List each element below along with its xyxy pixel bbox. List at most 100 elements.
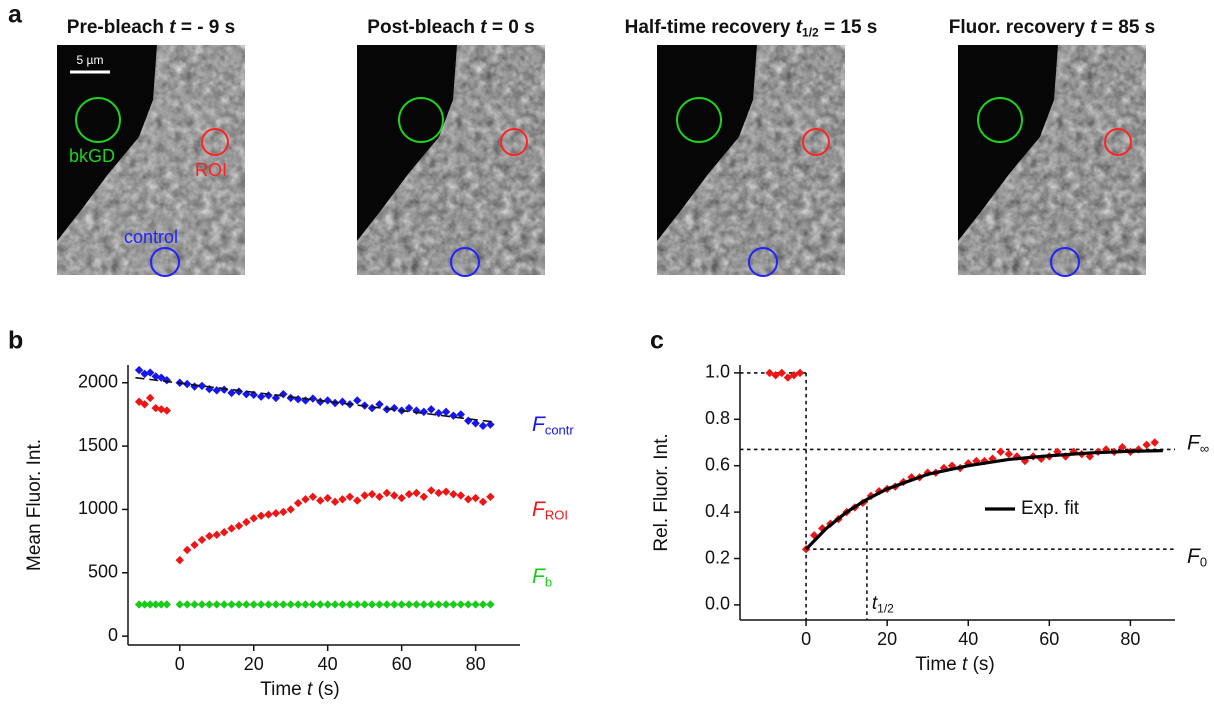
data-point (397, 493, 406, 503)
data-point (162, 600, 172, 609)
data-point (151, 372, 160, 381)
data-point (249, 514, 258, 523)
data-point (419, 492, 429, 501)
data-point (242, 600, 251, 609)
data-point (264, 510, 273, 519)
roi-circle (150, 247, 180, 277)
text-part: 1/2 (802, 26, 819, 40)
y-tick-label: 0.2 (705, 547, 730, 567)
text-part: Half-time recovery (625, 17, 796, 38)
text-part: F (1187, 431, 1201, 454)
roi-circle (748, 247, 778, 277)
series-label: Fcontr (532, 413, 574, 438)
data-point (279, 600, 288, 609)
data-point (404, 403, 414, 413)
annotation: F∞ (1187, 431, 1209, 456)
data-point (964, 459, 973, 468)
data-point (330, 497, 340, 507)
data-point (353, 496, 362, 505)
cell-region (357, 45, 545, 275)
data-point (234, 387, 244, 396)
data-point (789, 371, 799, 380)
data-point (256, 392, 266, 401)
data-point (375, 600, 384, 609)
data-point (996, 447, 1005, 456)
data-point (271, 509, 281, 518)
data-point (190, 382, 199, 391)
data-point (486, 492, 495, 501)
data-point (427, 405, 436, 414)
data-point (404, 600, 414, 609)
x-tick-label: 40 (318, 654, 338, 674)
data-point (397, 600, 406, 609)
data-point (777, 368, 786, 378)
text-part: t (307, 679, 313, 700)
data-point (988, 454, 997, 463)
text-part: = 85 s (1097, 17, 1156, 38)
data-point (227, 388, 236, 398)
data-point (227, 524, 236, 533)
text-part: Post-bleach (367, 17, 480, 38)
roi-circle (802, 128, 830, 156)
data-point (464, 600, 473, 609)
annotation: t1/2 (872, 593, 894, 616)
roi-circle (1104, 128, 1132, 156)
data-point (471, 419, 480, 428)
data-point (419, 407, 429, 417)
data-point (219, 600, 229, 609)
data-point (771, 371, 780, 380)
y-tick-label: 1500 (78, 435, 118, 455)
text-part: t (169, 17, 176, 38)
roi-circle (398, 97, 444, 143)
panel-label: b (8, 327, 23, 355)
y-tick-label: 0.4 (705, 501, 730, 521)
text-part: = 0 s (487, 17, 535, 38)
roi-circle (201, 128, 229, 156)
series-label: FROI (532, 498, 568, 523)
y-axis-label: Mean Fluor. Int. (24, 439, 45, 571)
text-part: F (532, 498, 546, 521)
data-point (308, 394, 318, 403)
panel-label: a (8, 1, 23, 29)
data-point (151, 403, 160, 413)
data-point (464, 416, 473, 425)
data-point (205, 531, 214, 541)
y-tick-label: 2000 (78, 371, 118, 391)
roi-label: ROI (195, 160, 227, 180)
data-point (140, 400, 149, 409)
data-point (227, 600, 236, 609)
data-point (353, 396, 362, 405)
text-part: t (962, 654, 968, 675)
y-axis-label: Rel. Fluor. Int. (651, 433, 672, 551)
micrograph (657, 45, 845, 277)
text-part: t (480, 17, 487, 38)
y-tick-label: 1000 (78, 498, 118, 518)
data-point (140, 600, 149, 609)
data-point (316, 496, 325, 505)
data-point (390, 491, 399, 500)
data-point (471, 493, 480, 503)
data-point (301, 495, 310, 504)
data-point (1004, 449, 1013, 459)
text-part: b (545, 575, 552, 590)
data-point (293, 498, 303, 508)
cell-region (57, 45, 245, 275)
data-point (162, 406, 172, 415)
data-point (427, 486, 436, 495)
data-point (145, 368, 155, 377)
data-point (360, 491, 369, 500)
data-point (345, 600, 355, 609)
data-point (419, 600, 429, 609)
text-part: ROI (545, 508, 568, 523)
data-point (279, 389, 288, 399)
data-point (145, 600, 155, 609)
data-point (293, 395, 303, 404)
data-point (353, 600, 362, 609)
data-point (367, 490, 377, 499)
data-point (323, 600, 332, 609)
x-tick-label: 20 (244, 654, 264, 674)
data-point (456, 491, 466, 500)
frame-title: Pre-bleach t = - 9 s (67, 17, 235, 38)
data-point (190, 540, 199, 550)
